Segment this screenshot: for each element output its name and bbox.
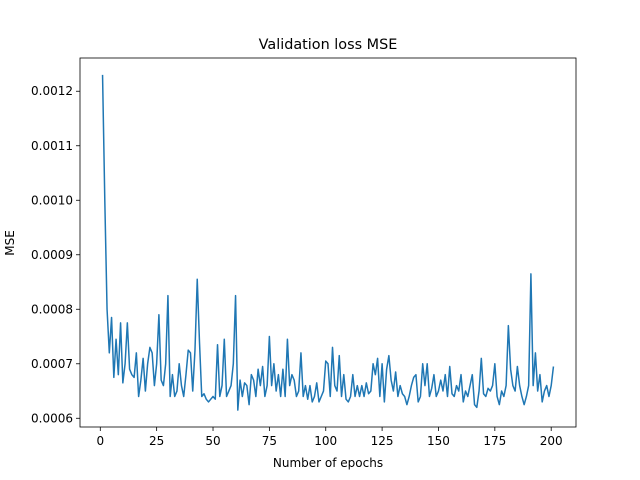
y-tick-label: 0.0011 bbox=[31, 139, 73, 153]
x-tick-label: 50 bbox=[205, 434, 220, 448]
y-axis-label: MSE bbox=[3, 230, 17, 256]
y-tick-label: 0.0012 bbox=[31, 84, 73, 98]
x-tick-label: 0 bbox=[96, 434, 104, 448]
x-axis-label: Number of epochs bbox=[273, 456, 383, 470]
x-tick-label: 125 bbox=[371, 434, 394, 448]
x-tick-label: 200 bbox=[540, 434, 563, 448]
y-tick-label: 0.0007 bbox=[31, 357, 73, 371]
y-tick-label: 0.0006 bbox=[31, 411, 73, 425]
x-tick-label: 25 bbox=[149, 434, 164, 448]
chart-title: Validation loss MSE bbox=[259, 37, 398, 53]
y-tick-label: 0.0009 bbox=[31, 248, 73, 262]
y-tick-label: 0.0008 bbox=[31, 302, 73, 316]
x-tick-label: 100 bbox=[314, 434, 337, 448]
data-line bbox=[101, 74, 555, 411]
x-tick-label: 75 bbox=[262, 434, 277, 448]
y-tick-label: 0.0010 bbox=[31, 193, 73, 207]
plot-frame bbox=[79, 57, 577, 428]
x-tick-label: 150 bbox=[427, 434, 450, 448]
x-tick-label: 175 bbox=[483, 434, 506, 448]
